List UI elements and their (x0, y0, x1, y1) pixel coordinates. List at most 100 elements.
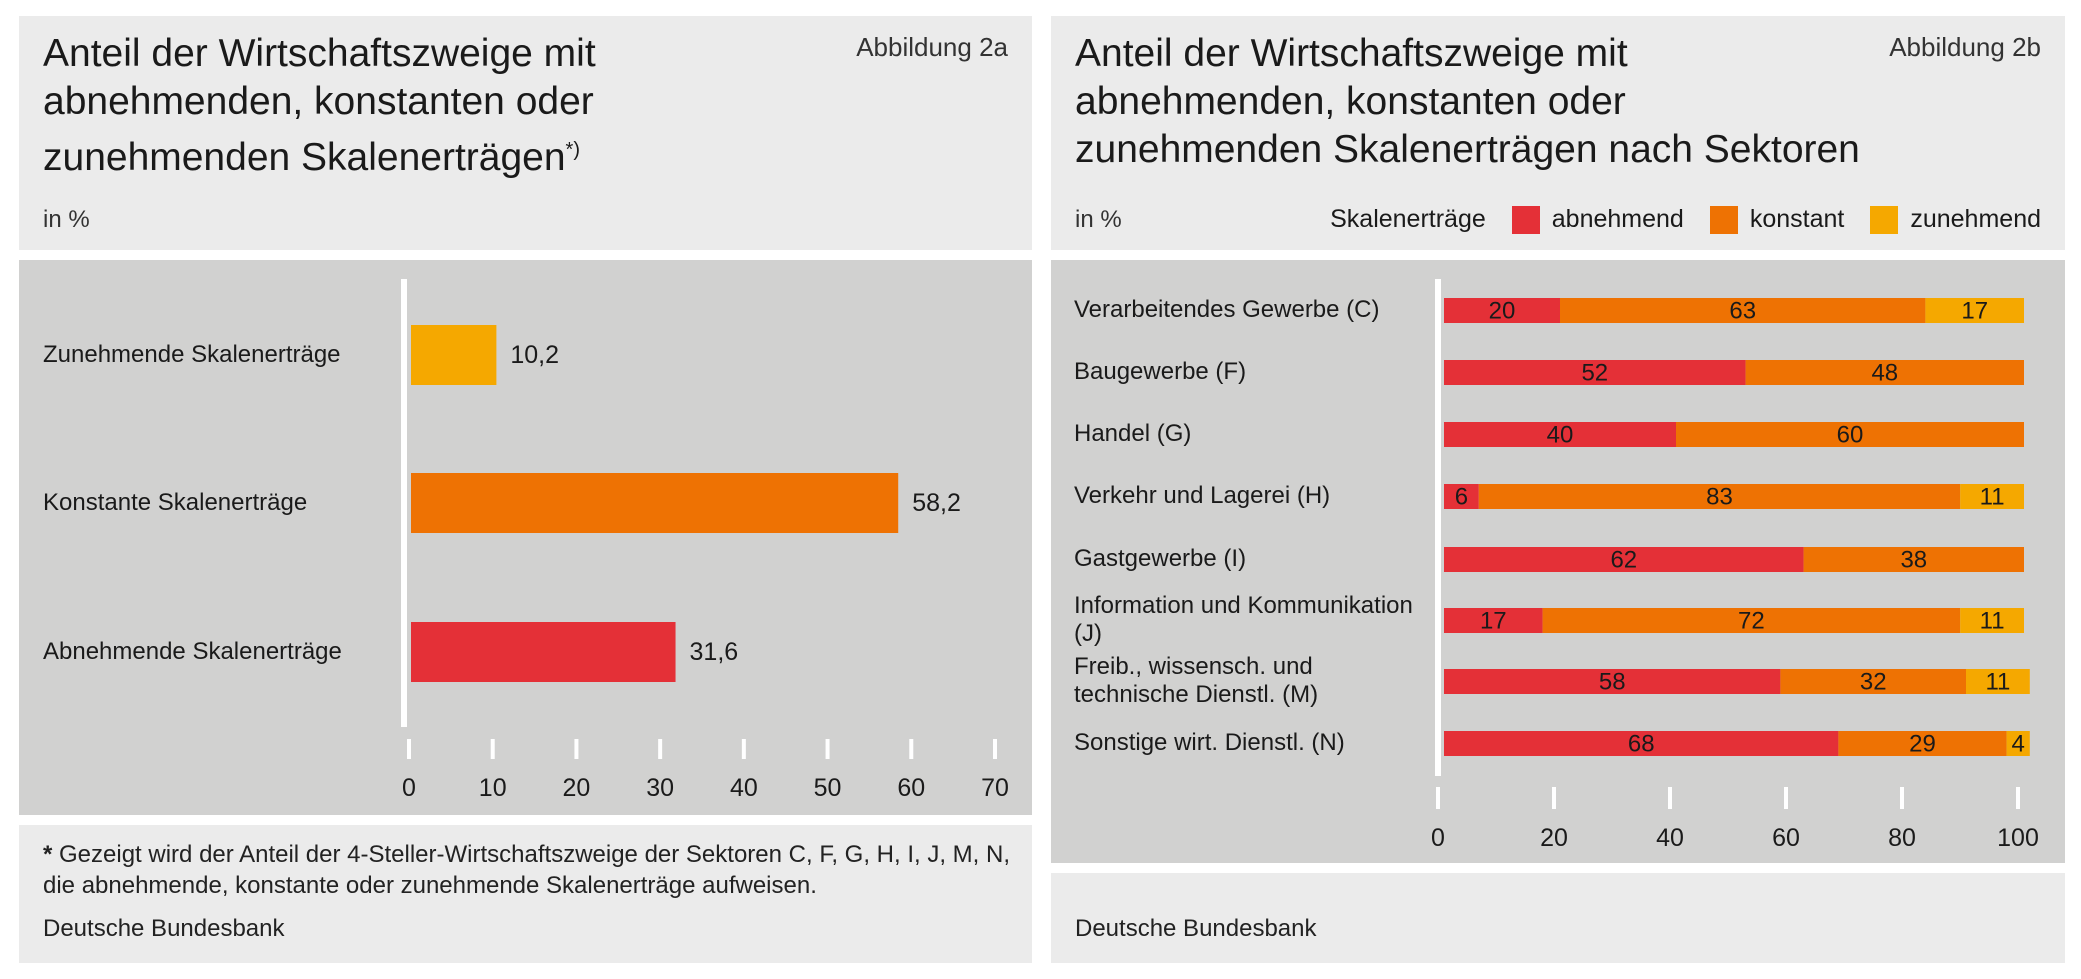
x-tick-label: 0 (402, 774, 416, 802)
x-tick (993, 739, 997, 759)
x-tick (1552, 787, 1556, 809)
data-label: 32 (1860, 669, 1887, 696)
data-label: 11 (1980, 608, 2005, 635)
bar (411, 622, 676, 682)
data-label: 62 (1610, 547, 1637, 574)
x-tick (825, 739, 830, 759)
x-tick-label: 50 (814, 774, 842, 802)
data-label: 60 (1837, 422, 1864, 449)
x-tick (1436, 787, 1440, 809)
category-label: Information und Kommunikation (J) (1074, 592, 1413, 647)
data-label: 68 (1628, 731, 1655, 758)
legend-item-zunehmend: zunehmend (1870, 205, 2041, 234)
x-tick-label: 10 (479, 774, 507, 802)
left-header: Anteil der Wirtschaftszweige mit abnehme… (19, 16, 1032, 250)
legend-swatch (1709, 205, 1738, 234)
bar-segment (1966, 669, 2030, 694)
x-tick (1784, 787, 1788, 809)
data-label: 6 (1455, 484, 1468, 511)
data-label: 10,2 (510, 341, 559, 369)
x-tick-label: 80 (1888, 824, 1916, 852)
x-tick (490, 739, 495, 759)
data-label: 11 (1980, 484, 2005, 511)
x-tick (909, 739, 914, 759)
right-source: Deutsche Bundesbank (1075, 915, 1317, 942)
bar-segment (1780, 669, 1966, 694)
bar-segment (1745, 360, 2024, 385)
category-label: Zunehmende Skalenerträge (43, 341, 341, 368)
category-label: Verkehr und Lagerei (H) (1074, 482, 1331, 509)
data-label: 48 (1871, 360, 1898, 387)
data-label: 31,6 (690, 638, 739, 666)
category-label: Verarbeitendes Gewerbe (C) (1074, 296, 1380, 323)
right-title: Anteil der Wirtschaftszweige mit abnehme… (1075, 32, 1860, 171)
bar-segment (1960, 484, 2024, 509)
left-figure-number: Abbildung 2a (856, 32, 1008, 62)
bar (411, 325, 497, 385)
category-label: Sonstige wirt. Dienstl. (N) (1074, 729, 1345, 756)
data-label: 52 (1581, 360, 1608, 387)
data-label: 58 (1599, 669, 1626, 696)
footnote: * Gezeigt wird der Anteil der 4-Steller-… (43, 841, 1010, 899)
bar-segment (2006, 731, 2030, 756)
category-label: Baugewerbe (F) (1074, 358, 1247, 385)
data-label: 38 (1900, 547, 1927, 574)
x-tick-label: 20 (563, 774, 591, 802)
x-tick (1900, 787, 1904, 809)
x-tick-label: 60 (897, 774, 925, 802)
data-label: 63 (1729, 298, 1756, 325)
data-label: 4 (2012, 731, 2025, 758)
bar-segment (1960, 608, 2024, 633)
x-tick (407, 739, 411, 759)
x-tick-label: 0 (1431, 824, 1445, 852)
right-unit: in % (1075, 206, 1122, 233)
bar-segment (1444, 608, 1543, 633)
bar-segment (1925, 298, 2024, 323)
x-tick (1668, 787, 1672, 809)
x-tick-label: 20 (1540, 824, 1568, 852)
left-plot-area (19, 260, 1032, 815)
category-label: Abnehmende Skalenerträge (43, 638, 342, 665)
data-label: 29 (1909, 731, 1936, 758)
data-label: 83 (1706, 484, 1733, 511)
bar-segment (1676, 422, 2024, 447)
right-footer: Deutsche Bundesbank (1051, 873, 2065, 963)
x-tick-label: 40 (730, 774, 758, 802)
data-label: 58,2 (912, 489, 961, 517)
bar-segment (1560, 298, 1926, 323)
right-figure-number: Abbildung 2b (1889, 32, 2041, 62)
bar-segment (1838, 731, 2007, 756)
left-source: Deutsche Bundesbank (43, 915, 285, 942)
legend-title: Skalenerträge (1330, 205, 1486, 233)
x-tick (658, 739, 663, 759)
bar-segment (1444, 547, 1804, 572)
x-tick (741, 739, 746, 759)
category-label: Handel (G) (1074, 420, 1192, 447)
bar-segment (1444, 669, 1781, 694)
category-label: Konstante Skalenerträge (43, 489, 308, 516)
legend-swatch (1511, 205, 1540, 234)
bar-segment (1444, 298, 1560, 323)
axis-line (1435, 279, 1441, 776)
x-tick (574, 739, 579, 759)
x-tick-label: 100 (1997, 824, 2039, 852)
x-tick-label: 60 (1772, 824, 1800, 852)
category-label: Gastgewerbe (I) (1074, 545, 1247, 572)
data-label: 17 (1480, 608, 1507, 635)
x-tick-label: 40 (1656, 824, 1684, 852)
legend: Skalenerträge abnehmend konstant zunehme… (1330, 205, 2041, 234)
data-label: 40 (1547, 422, 1574, 449)
bar-segment (1444, 484, 1479, 509)
bar-segment (1444, 422, 1676, 447)
legend-swatch (1870, 205, 1899, 234)
left-footer: * Gezeigt wird der Anteil der 4-Steller-… (19, 825, 1032, 963)
legend-item-abnehmend: abnehmend (1511, 205, 1684, 234)
data-label: 20 (1489, 298, 1516, 325)
left-title: Anteil der Wirtschaftszweige mit abnehme… (43, 32, 596, 179)
axis-line (401, 279, 407, 727)
x-tick-label: 30 (646, 774, 674, 802)
category-label: Freib., wissensch. und technische Dienst… (1074, 653, 1319, 708)
bar-segment (1444, 731, 1839, 756)
data-label: 72 (1738, 608, 1765, 635)
